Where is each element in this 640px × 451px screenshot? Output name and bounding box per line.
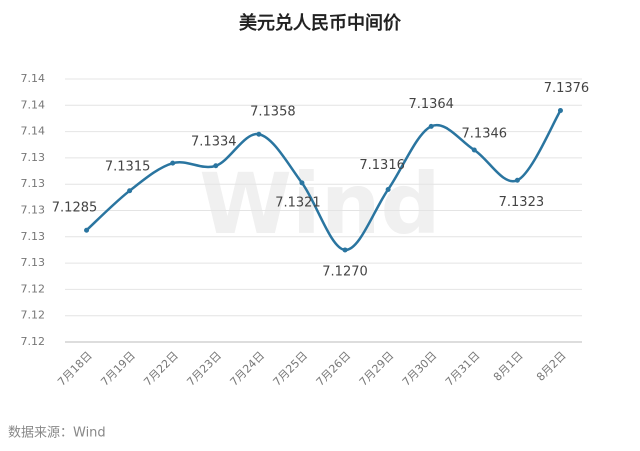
- y-tick-label: 7.13: [21, 151, 46, 164]
- data-label: 7.1334: [191, 134, 237, 149]
- x-tick-label: 7月30日: [400, 349, 440, 389]
- x-tick-label: 7月19日: [98, 349, 138, 389]
- x-tick-label: 8月2日: [534, 349, 569, 384]
- x-tick-label: 7月26日: [314, 349, 354, 389]
- x-tick-label: 7月22日: [141, 349, 181, 389]
- data-label: 7.1285: [52, 201, 98, 216]
- data-label: 7.1358: [250, 105, 296, 120]
- x-tick-label: 8月1日: [491, 349, 526, 384]
- point: [213, 163, 219, 169]
- point: [84, 227, 90, 233]
- x-tick-label: 7月24日: [228, 349, 268, 389]
- point: [385, 186, 391, 192]
- y-tick-label: 7.12: [21, 309, 46, 322]
- y-tick-label: 7.12: [21, 335, 46, 348]
- x-tick-label: 7月23日: [184, 349, 224, 389]
- point: [428, 123, 434, 129]
- data-label: 7.1376: [544, 81, 590, 96]
- data-label: 7.1346: [462, 127, 508, 142]
- chart-title: 美元兑人民币中间价: [239, 12, 402, 34]
- data-label: 7.1270: [322, 264, 368, 279]
- x-tick-label: 7月29日: [357, 349, 397, 389]
- y-tick-label: 7.13: [21, 256, 46, 269]
- y-tick-label: 7.13: [21, 204, 46, 217]
- x-tick-label: 7月18日: [55, 349, 95, 389]
- y-tick-label: 7.13: [21, 230, 46, 243]
- data-label: 7.1316: [359, 158, 405, 173]
- y-tick-label: 7.14: [21, 98, 46, 111]
- y-tick-label: 7.14: [21, 125, 46, 138]
- source: 数据来源：Wind: [8, 426, 106, 441]
- point: [299, 180, 305, 186]
- point: [342, 247, 348, 253]
- y-tick-label: 7.14: [21, 72, 46, 85]
- x-tick-label: 7月31日: [443, 349, 483, 389]
- data-label: 7.1364: [408, 97, 454, 112]
- data-label: 7.1323: [499, 195, 545, 210]
- point: [127, 188, 133, 194]
- point: [514, 177, 520, 183]
- data-label: 7.1315: [105, 159, 151, 174]
- point: [471, 147, 477, 153]
- point: [557, 108, 563, 114]
- y-tick-label: 7.13: [21, 177, 46, 190]
- point: [170, 160, 176, 166]
- point: [256, 131, 262, 137]
- data-label: 7.1321: [275, 195, 321, 210]
- x-tick-label: 7月25日: [271, 349, 311, 389]
- y-tick-label: 7.12: [21, 282, 46, 295]
